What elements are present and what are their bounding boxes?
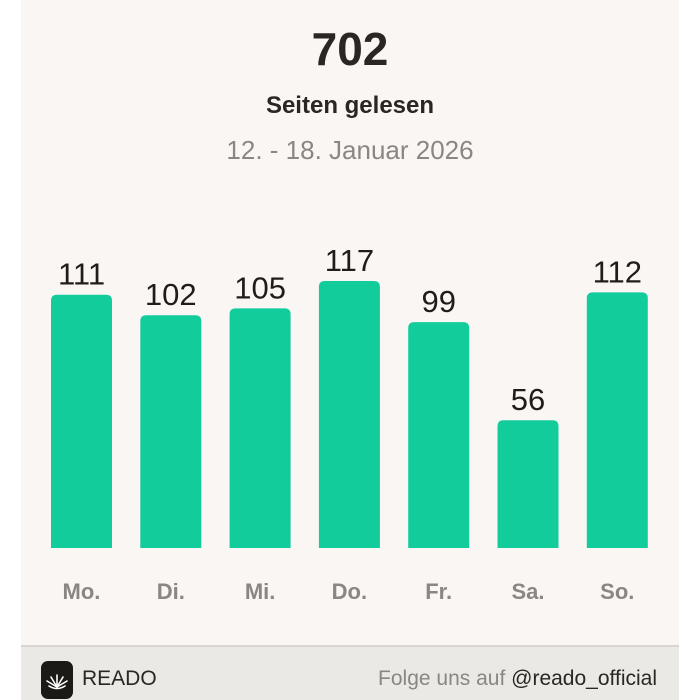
- follow-text: Folge uns auf: [378, 667, 506, 690]
- bar-di: [140, 315, 202, 548]
- category-label: Sa.: [511, 579, 544, 604]
- category-label: Fr.: [425, 579, 452, 604]
- date-range: 12. - 18. Januar 2026: [226, 135, 474, 165]
- reado-logo-icon: [41, 661, 73, 699]
- bar-fr: [408, 322, 470, 548]
- bar-do: [318, 281, 380, 548]
- bar-mo: [51, 294, 112, 548]
- value-label: 102: [145, 277, 197, 312]
- bar-chart: 111 Mo. 102 Di. 105 Mi. 117 Do. 99 Fr. 56 Sa. 112 So.: [51, 243, 648, 604]
- footer: READO Folge uns auf @reado_official: [21, 645, 679, 700]
- total-pages: 702: [311, 23, 389, 75]
- follow-line: Folge uns auf @reado_official: [378, 667, 657, 691]
- bar-sa: [497, 420, 559, 548]
- value-label: 99: [421, 284, 455, 319]
- bar-so: [586, 292, 648, 548]
- value-label: 112: [593, 254, 642, 289]
- value-label: 56: [511, 382, 545, 417]
- category-label: Do.: [332, 579, 367, 604]
- category-label: Di.: [157, 579, 185, 604]
- value-label: 105: [234, 270, 286, 305]
- subtitle: Seiten gelesen: [265, 92, 435, 119]
- bar-mi: [229, 308, 291, 548]
- social-handle[interactable]: @reado_official: [511, 667, 657, 690]
- category-label: Mo.: [63, 579, 101, 604]
- brand-name: READO: [82, 667, 157, 690]
- value-label: 111: [58, 257, 105, 292]
- category-label: So.: [600, 579, 634, 604]
- value-label: 117: [325, 243, 374, 278]
- category-label: Mi.: [245, 579, 276, 604]
